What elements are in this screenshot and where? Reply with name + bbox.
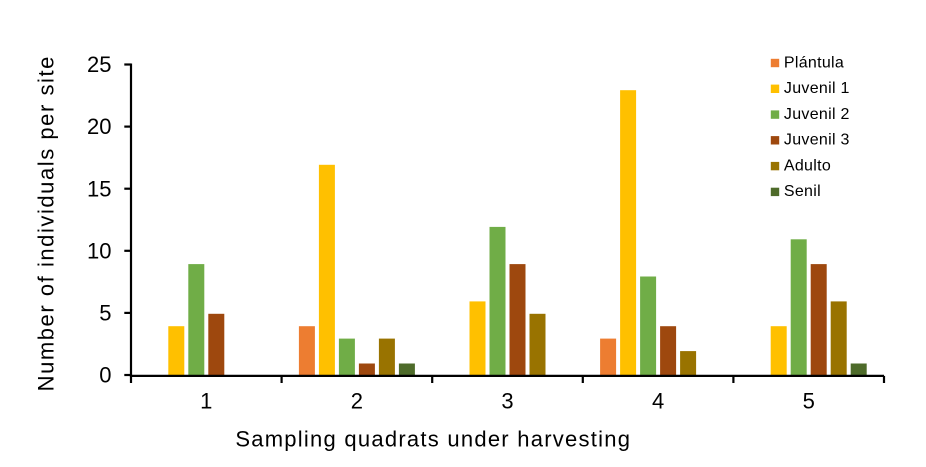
svg-text:Sampling quadrats under harves: Sampling quadrats under harvesting <box>235 427 631 452</box>
svg-text:Juvenil 1: Juvenil 1 <box>784 80 850 97</box>
svg-text:Adulto: Adulto <box>784 157 831 174</box>
svg-text:Number of individuals per site: Number of individuals per site <box>34 55 59 391</box>
svg-text:Juvenil 2: Juvenil 2 <box>784 106 850 123</box>
svg-text:5: 5 <box>99 301 111 326</box>
svg-text:1: 1 <box>200 389 212 414</box>
svg-text:Plántula: Plántula <box>784 54 844 71</box>
svg-text:2: 2 <box>351 389 363 414</box>
svg-text:Juvenil 3: Juvenil 3 <box>784 132 850 149</box>
svg-text:0: 0 <box>99 363 111 388</box>
svg-text:4: 4 <box>652 389 664 414</box>
svg-text:15: 15 <box>87 176 111 201</box>
svg-text:3: 3 <box>501 389 513 414</box>
svg-text:25: 25 <box>87 52 111 77</box>
svg-text:20: 20 <box>87 114 111 139</box>
svg-text:5: 5 <box>803 389 815 414</box>
svg-text:10: 10 <box>87 238 111 263</box>
svg-text:Senil: Senil <box>784 183 821 200</box>
